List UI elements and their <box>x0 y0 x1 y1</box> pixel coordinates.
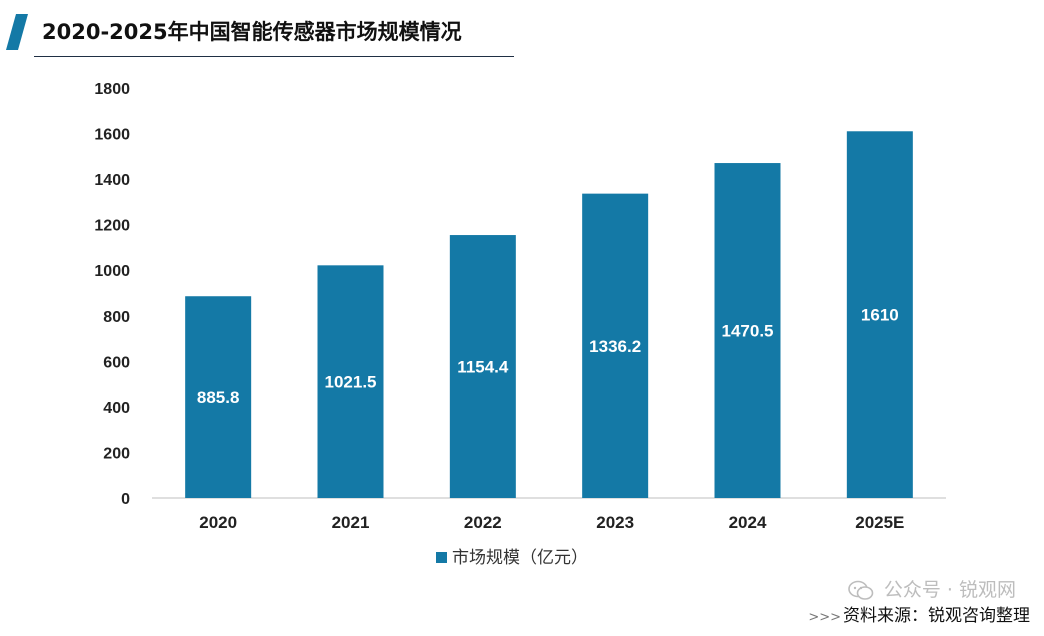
source-text: 资料来源：锐观咨询整理 <box>843 606 1030 626</box>
y-tick-label: 1000 <box>94 263 130 280</box>
data-label: 1610 <box>861 306 899 325</box>
title-accent-icon <box>6 14 28 50</box>
bar <box>449 235 516 498</box>
y-tick-label: 1400 <box>94 172 130 189</box>
data-label: 1154.4 <box>457 358 509 377</box>
source-note: >>> 资料来源：锐观咨询整理 <box>808 601 1030 626</box>
legend-swatch <box>436 552 447 563</box>
wechat-icon <box>848 580 874 600</box>
y-tick-label: 600 <box>103 354 130 371</box>
x-tick-label: 2023 <box>596 513 634 532</box>
data-label: 1470.5 <box>722 322 774 341</box>
data-label: 885.8 <box>197 388 240 407</box>
x-tick-label: 2020 <box>199 513 237 532</box>
title-bar: 2020-2025年中国智能传感器市场规模情况 <box>6 10 706 57</box>
bar <box>714 163 781 498</box>
chevrons-icon: >>> <box>808 610 841 625</box>
wechat-tag: 公众号 · 锐观网 <box>848 575 1016 602</box>
chart-title: 2020-2025年中国智能传感器市场规模情况 <box>42 20 462 44</box>
bar <box>317 265 384 498</box>
x-tick-label: 2025E <box>855 513 904 532</box>
bar <box>185 296 252 498</box>
x-tick-label: 2024 <box>729 513 767 532</box>
legend-label: 市场规模（亿元） <box>452 548 588 568</box>
x-tick-label: 2022 <box>464 513 502 532</box>
data-label: 1021.5 <box>325 373 377 392</box>
y-tick-label: 1600 <box>94 127 130 144</box>
data-label: 1336.2 <box>589 337 641 356</box>
y-tick-label: 400 <box>103 400 130 417</box>
title-underline <box>34 56 514 57</box>
bar <box>846 131 913 498</box>
x-tick-label: 2021 <box>332 513 370 532</box>
y-tick-label: 0 <box>121 491 130 508</box>
y-tick-label: 1800 <box>94 81 130 98</box>
wechat-tag-text: 公众号 · 锐观网 <box>883 579 1016 601</box>
y-tick-label: 1200 <box>94 218 130 235</box>
y-tick-label: 200 <box>103 445 130 462</box>
bar <box>582 193 649 499</box>
y-tick-label: 800 <box>103 309 130 326</box>
